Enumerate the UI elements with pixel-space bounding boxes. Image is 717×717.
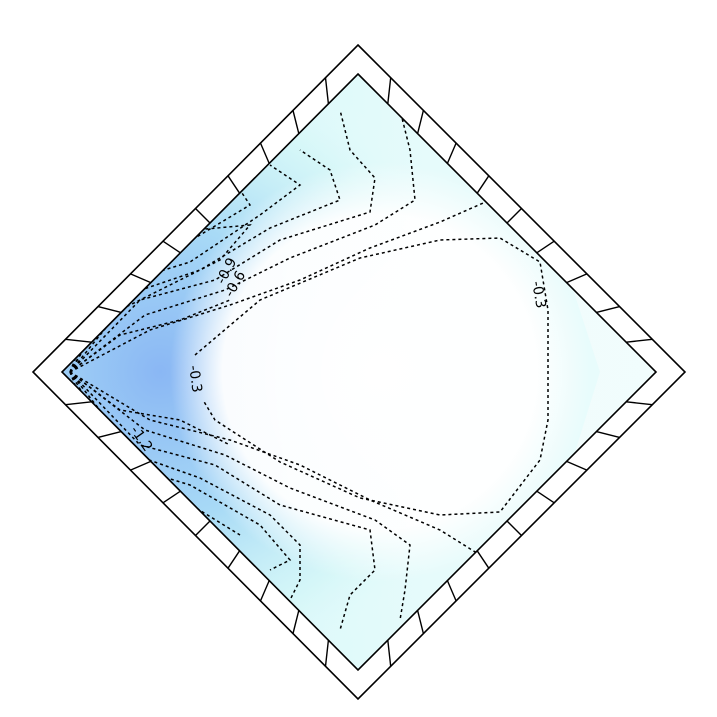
frame-tick — [626, 338, 653, 343]
frame-tick — [416, 610, 425, 634]
frame-tick — [130, 273, 152, 284]
frame-tick — [97, 305, 122, 314]
contour-line — [69, 371, 301, 601]
frame-tick — [259, 142, 270, 164]
frame-tick — [446, 142, 457, 164]
frame-tick — [162, 490, 181, 504]
frame-ticks — [65, 77, 653, 667]
frame-tick — [446, 580, 457, 602]
frame-tick — [65, 401, 92, 406]
frame-tick — [536, 240, 555, 254]
frame-tick — [536, 490, 555, 504]
frame-tick — [476, 550, 490, 569]
frame-tick — [476, 175, 490, 194]
frame-tick — [162, 240, 181, 254]
frame-tick — [324, 640, 330, 667]
frame-tick — [506, 520, 522, 536]
frame-tick — [626, 401, 653, 406]
contour-line — [69, 371, 411, 621]
frame-tick — [195, 208, 211, 224]
contour-label: -0.3 — [185, 364, 205, 393]
contour-line — [69, 371, 231, 446]
frame-tick — [387, 640, 392, 667]
contour-line — [69, 371, 481, 556]
contour-line — [69, 299, 231, 373]
contour-label: -0.3 — [528, 280, 549, 310]
frame-tick — [65, 338, 92, 343]
frame-tick — [566, 273, 588, 284]
frame-tick — [227, 550, 241, 569]
outer-frame — [31, 43, 687, 701]
contour-line — [69, 199, 491, 373]
frame-tick — [130, 460, 152, 471]
frame-tick — [292, 110, 300, 134]
frame-tick — [292, 610, 300, 634]
inner-frame — [60, 72, 658, 672]
frame-tick — [596, 430, 620, 439]
frame-tick — [387, 77, 392, 104]
contour-line — [69, 109, 376, 373]
frame-tick — [259, 580, 270, 602]
contour-line — [69, 109, 416, 373]
frame-tick — [416, 110, 425, 134]
contour-line — [194, 237, 549, 516]
frame-tick — [195, 520, 211, 536]
frame-tick — [227, 175, 241, 194]
contour-line — [69, 371, 376, 631]
frame-tick — [506, 208, 522, 224]
frame-tick — [566, 460, 588, 471]
frame-tick — [324, 77, 330, 104]
frame-tick — [596, 305, 620, 314]
frame-tick — [97, 430, 122, 439]
contour-line — [69, 164, 302, 373]
